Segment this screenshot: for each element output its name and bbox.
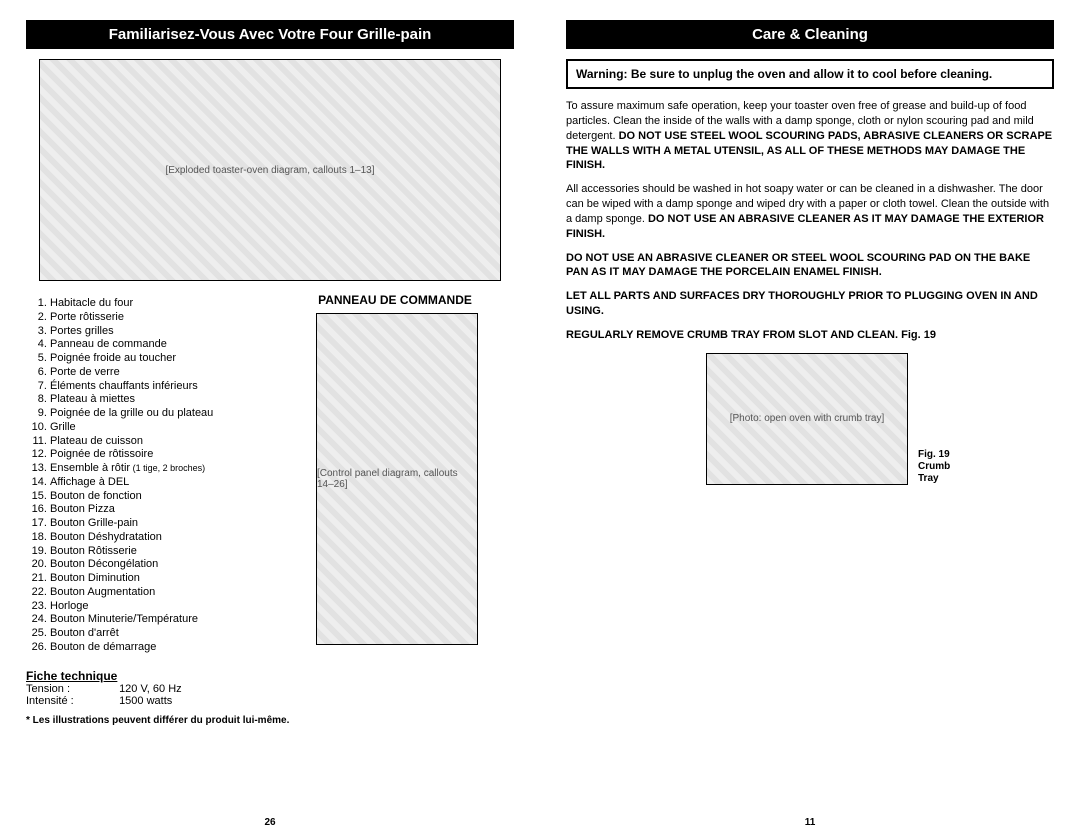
left-page-number: 26 — [0, 817, 540, 828]
para-5b: REGULARLY REMOVE CRUMB TRAY FROM SLOT AN… — [566, 329, 936, 341]
parts-list-item: Bouton de fonction — [50, 490, 276, 504]
parts-list-item: Plateau de cuisson — [50, 435, 276, 449]
parts-list-item: Bouton de démarrage — [50, 641, 276, 655]
parts-list-item: Bouton Déshydratation — [50, 531, 276, 545]
spec-voltage-row: Tension : 120 V, 60 Hz — [26, 683, 514, 695]
right-page-number: 11 — [540, 817, 1080, 828]
para-1: To assure maximum safe operation, keep y… — [566, 99, 1054, 173]
left-page: Familiarisez-Vous Avec Votre Four Grille… — [0, 0, 540, 834]
parts-list-item: Horloge — [50, 600, 276, 614]
parts-list-item: Bouton Augmentation — [50, 586, 276, 600]
fig19-caption-line3: Tray — [918, 473, 950, 485]
parts-list-item: Porte de verre — [50, 366, 276, 380]
parts-list-item: Plateau à miettes — [50, 393, 276, 407]
parts-list-item: Poignée de la grille ou du plateau — [50, 407, 276, 421]
fig19-caption-line2: Crumb — [918, 461, 950, 473]
fig19-caption: Fig. 19 Crumb Tray — [918, 449, 950, 485]
fig19-caption-line1: Fig. 19 — [918, 449, 950, 461]
spec-heading: Fiche technique — [26, 669, 514, 683]
parts-list-item: Bouton Minuterie/Température — [50, 613, 276, 627]
parts-list-item: Poignée froide au toucher — [50, 352, 276, 366]
parts-list-item: Portes grilles — [50, 325, 276, 339]
crumb-tray-photo: [Photo: open oven with crumb tray] — [706, 353, 908, 485]
para-4b: LET ALL PARTS AND SURFACES DRY THOROUGHL… — [566, 290, 1038, 317]
parts-list-item: Bouton Pizza — [50, 503, 276, 517]
right-title-bar: Care & Cleaning — [566, 20, 1054, 49]
spec-current-row: Intensité : 1500 watts — [26, 695, 514, 707]
spec-current-value: 1500 watts — [119, 695, 172, 707]
parts-list-item: Éléments chauffants inférieurs — [50, 380, 276, 394]
para-3b: DO NOT USE AN ABRASIVE CLEANER OR STEEL … — [566, 252, 1030, 279]
parts-list-item: Bouton Rôtisserie — [50, 545, 276, 559]
parts-list-item: Ensemble à rôtir (1 tige, 2 broches) — [50, 462, 276, 476]
parts-list-item: Bouton d'arrêt — [50, 627, 276, 641]
parts-list-item: Panneau de commande — [50, 338, 276, 352]
left-footnote: * Les illustrations peuvent différer du … — [26, 715, 514, 726]
para-5: REGULARLY REMOVE CRUMB TRAY FROM SLOT AN… — [566, 328, 1054, 343]
warning-box: Warning: Be sure to unplug the oven and … — [566, 59, 1054, 89]
parts-list-item: Bouton Décongélation — [50, 558, 276, 572]
spec-voltage-value: 120 V, 60 Hz — [119, 683, 182, 695]
left-title-bar: Familiarisez-Vous Avec Votre Four Grille… — [26, 20, 514, 49]
para-2: All accessories should be washed in hot … — [566, 182, 1054, 241]
parts-list-item: Porte rôtisserie — [50, 311, 276, 325]
para-3: DO NOT USE AN ABRASIVE CLEANER OR STEEL … — [566, 251, 1054, 281]
parts-list-item: Bouton Diminution — [50, 572, 276, 586]
body-text: To assure maximum safe operation, keep y… — [566, 99, 1054, 343]
right-page: Care & Cleaning Warning: Be sure to unpl… — [540, 0, 1080, 834]
parts-list: Habitacle du fourPorte rôtisseriePortes … — [26, 293, 276, 655]
parts-list-item: Habitacle du four — [50, 297, 276, 311]
para-1b: DO NOT USE STEEL WOOL SCOURING PADS, ABR… — [566, 130, 1052, 172]
parts-list-item: Grille — [50, 421, 276, 435]
control-panel-diagram: [Control panel diagram, callouts 14–26] — [316, 313, 478, 645]
para-4: LET ALL PARTS AND SURFACES DRY THOROUGHL… — [566, 289, 1054, 319]
oven-diagram: [Exploded toaster-oven diagram, callouts… — [39, 59, 501, 281]
parts-list-item: Bouton Grille-pain — [50, 517, 276, 531]
parts-list-item: Affichage à DEL — [50, 476, 276, 490]
parts-list-item: Poignée de rôtissoire — [50, 448, 276, 462]
panel-heading: PANNEAU DE COMMANDE — [276, 293, 514, 307]
spec-current-label: Intensité : — [26, 695, 116, 707]
spec-voltage-label: Tension : — [26, 683, 116, 695]
fig19-wrap: [Photo: open oven with crumb tray] Fig. … — [706, 353, 1054, 485]
